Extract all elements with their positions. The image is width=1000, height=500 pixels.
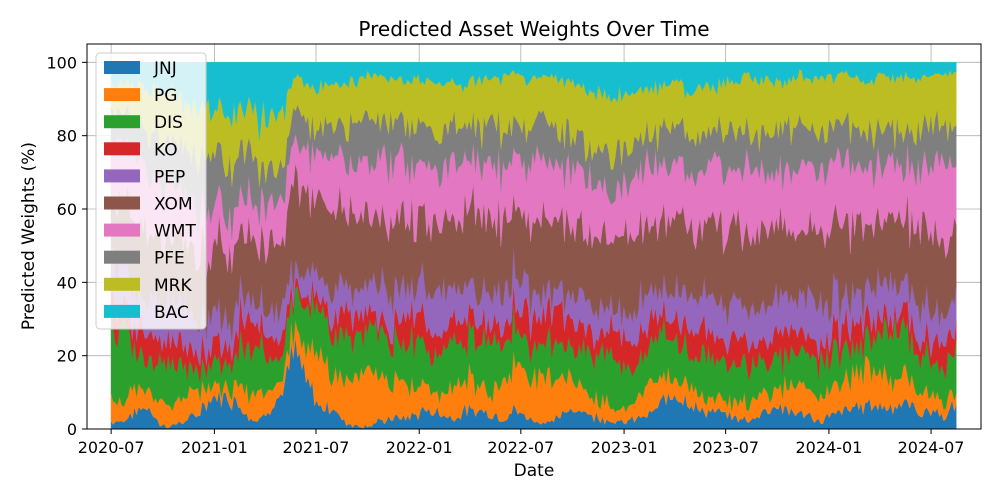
x-tick-label: 2020-07 bbox=[78, 438, 145, 457]
legend-swatch-dis bbox=[104, 115, 140, 129]
legend-swatch-pep bbox=[104, 169, 140, 183]
y-tick-label: 20 bbox=[57, 347, 77, 366]
y-tick-label: 0 bbox=[67, 420, 77, 439]
legend-label-xom: XOM bbox=[154, 195, 193, 215]
legend-swatch-pg bbox=[104, 88, 140, 102]
x-tick-label: 2024-07 bbox=[898, 438, 965, 457]
y-tick-label: 80 bbox=[57, 127, 77, 146]
legend-label-pg: PG bbox=[154, 86, 177, 106]
legend-swatch-jnj bbox=[104, 61, 140, 74]
legend-swatch-mrk bbox=[104, 277, 140, 291]
x-axis-ticks: 2020-07 2021-01 2021-07 2022-01 2022-07 2023-… bbox=[78, 429, 965, 457]
x-tick-label: 2024-01 bbox=[795, 438, 862, 457]
y-axis-ticks: 0 20 40 60 80 100 bbox=[46, 53, 87, 439]
legend-label-pep: PEP bbox=[154, 167, 185, 187]
legend-label-dis: DIS bbox=[154, 113, 183, 133]
x-tick-label: 2021-07 bbox=[283, 438, 350, 457]
legend-swatch-xom bbox=[104, 196, 140, 210]
area-series-bac bbox=[110, 62, 957, 141]
legend-swatch-bac bbox=[104, 304, 140, 318]
chart-title: Predicted Asset Weights Over Time bbox=[358, 17, 709, 41]
y-axis-title: Predicted Weights (%) bbox=[19, 142, 39, 330]
legend-label-mrk: MRK bbox=[154, 276, 192, 296]
legend-swatch-pfe bbox=[104, 250, 140, 264]
x-tick-label: 2022-01 bbox=[386, 438, 453, 457]
legend-swatch-ko bbox=[104, 142, 140, 156]
x-tick-label: 2023-07 bbox=[692, 438, 759, 457]
plot-frame bbox=[86, 43, 982, 430]
y-tick-label: 100 bbox=[46, 53, 77, 72]
legend-label-pfe: PFE bbox=[154, 249, 185, 269]
x-tick-label: 2021-01 bbox=[181, 438, 248, 457]
y-tick-label: 60 bbox=[57, 200, 77, 219]
legend: JNJ PG DIS KO PEP XOM WMT PFE MRK BAC bbox=[95, 52, 207, 330]
x-axis-title: Date bbox=[514, 461, 555, 481]
legend-label-jnj: JNJ bbox=[153, 59, 177, 79]
area-series-layer bbox=[110, 62, 957, 430]
legend-label-bac: BAC bbox=[154, 303, 189, 323]
y-tick-label: 40 bbox=[57, 273, 77, 292]
legend-label-wmt: WMT bbox=[154, 222, 196, 242]
legend-items: JNJ PG DIS KO PEP XOM WMT PFE MRK BAC bbox=[104, 59, 196, 323]
legend-swatch-wmt bbox=[104, 223, 140, 237]
legend-label-ko: KO bbox=[154, 140, 178, 160]
x-tick-label: 2023-01 bbox=[591, 438, 658, 457]
x-tick-label: 2022-07 bbox=[487, 438, 554, 457]
